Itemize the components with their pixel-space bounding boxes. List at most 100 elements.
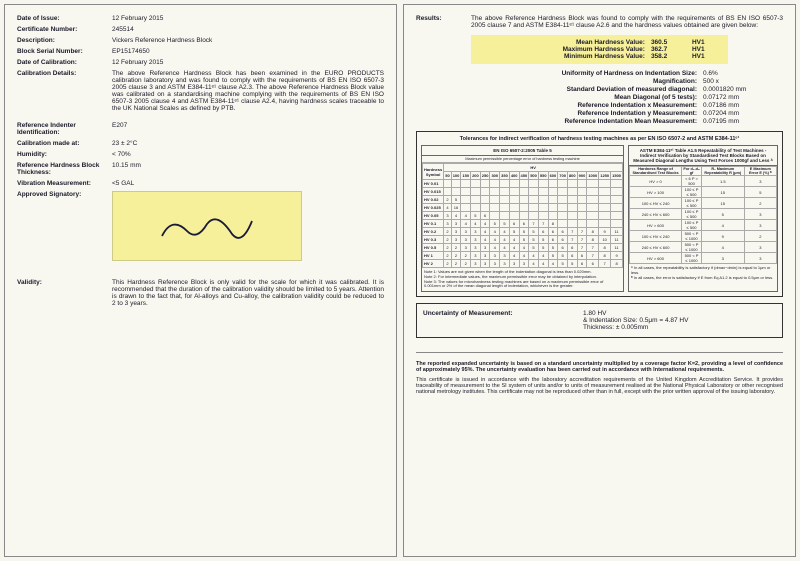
hardness-value: 360.5: [651, 39, 686, 46]
iso-table-title: EN ISO 6507-2:2005 Table 5: [422, 146, 623, 156]
table-row: HV 0.0225: [423, 196, 623, 204]
field-value: 12 February 2015: [112, 59, 384, 66]
uncertainty-box: Uncertainty of Measurement: 1.80 HV& Ind…: [416, 303, 783, 338]
field-value: < 70%: [112, 151, 384, 158]
field-value: 245514: [112, 26, 384, 33]
astm-table-footnote: ᴬ In all cases, the repeatability is sat…: [629, 264, 777, 282]
field-row: Block Serial Number:EP15174650: [17, 48, 384, 55]
table-row: HV > 600100 ≤ P ≤ 50043: [630, 220, 777, 231]
metric-row: Magnification: 500 x: [416, 78, 783, 85]
metric-value: 0.07204 mm: [703, 110, 783, 117]
table-row: HV 0.01: [423, 180, 623, 188]
field-label: Certificate Number:: [17, 26, 112, 33]
field-label: Date of Calibration:: [17, 59, 112, 66]
table-row: 240 ≤ HV ≤ 600100 ≤ P ≤ 50053: [630, 209, 777, 220]
table-row: HV 2222333333444556678: [423, 260, 623, 268]
field-label: Reference Hardness Block Thickness:: [17, 162, 112, 176]
field-row: Reference Indenter Identification:E207: [17, 122, 384, 136]
metric-value: 0.0001820 mm: [703, 86, 783, 93]
disclaimer-block: The reported expanded uncertainty is bas…: [416, 352, 783, 395]
table-row: HV 0.22333444555666778911: [423, 228, 623, 236]
metric-value: 500 x: [703, 78, 783, 85]
certificate-right-page: Results: The above Reference Hardness Bl…: [403, 4, 796, 557]
uncertainty-label: Uncertainty of Measurement:: [423, 310, 583, 331]
certificate-left-page: Date of Issue:12 February 2015Certificat…: [4, 4, 397, 557]
metric-value: 0.6%: [703, 70, 783, 77]
field-value: 12 February 2015: [112, 15, 384, 22]
uncertainty-line: & Indentation Size: 0.5μm = 4.87 HV: [583, 317, 688, 324]
signature-icon: [147, 206, 267, 246]
metric-name: Reference Indentation x Measurement:: [467, 102, 697, 109]
field-value: <5 GAL: [112, 180, 384, 187]
field-row: Date of Calibration:12 February 2015: [17, 59, 384, 66]
metric-row: Mean Diagonal (of 5 tests): 0.07172 mm: [416, 94, 783, 101]
table-row: 240 ≤ HV ≤ 600500 < P ≤ 100043: [630, 242, 777, 253]
uncertainty-values: 1.80 HV& Indentation Size: 0.5μm = 4.87 …: [583, 310, 688, 331]
table-row: HV > 0< 6 P > 5001.53: [630, 176, 777, 187]
hardness-unit: HV1: [692, 46, 722, 53]
field-value: Vickers Reference Hardness Block: [112, 37, 384, 44]
field-value: EP15174650: [112, 48, 384, 55]
calibration-label: Calibration Details:: [17, 70, 112, 112]
validity-text: This Hardness Reference Block is only va…: [112, 279, 384, 307]
calibration-details: Calibration Details: The above Reference…: [17, 70, 384, 112]
field-label: Humidity:: [17, 151, 112, 158]
table-row: HV 0.0534456: [423, 212, 623, 220]
iso-table-subtitle: Maximum permissible percentage error of …: [422, 156, 623, 163]
hardness-name: Maximum Hardness Value:: [485, 46, 645, 53]
hardness-row: Minimum Hardness Value:358.2HV1: [477, 53, 722, 60]
field-value: E207: [112, 122, 384, 136]
table-row: HV 0.015: [423, 188, 623, 196]
metric-value: 0.07195 mm: [703, 118, 783, 125]
hardness-row: Mean Hardness Value:360.5HV1: [477, 39, 722, 46]
field-row: Calibration made at:23 ± 2°C: [17, 140, 384, 147]
field-label: Description:: [17, 37, 112, 44]
field-label: Reference Indenter Identification:: [17, 122, 112, 136]
table-row: HV 0.1334445566778: [423, 220, 623, 228]
astm-table-column: ASTM E384-11ᵉ¹ Table A1.5 Repeatability …: [628, 145, 778, 292]
field-label: Date of Issue:: [17, 15, 112, 22]
metric-value: 0.07186 mm: [703, 102, 783, 109]
hardness-unit: HV1: [692, 39, 722, 46]
results-intro: Results: The above Reference Hardness Bl…: [416, 15, 783, 29]
metric-row: Standard Deviation of measured diagonal:…: [416, 86, 783, 93]
disclaimer-text: This certificate is issued in accordance…: [416, 377, 783, 395]
metric-row: Uniformity of Hardness on Indentation Si…: [416, 70, 783, 77]
calibration-text: The above Reference Hardness Block has b…: [112, 70, 384, 112]
table-row: 100 ≤ HV ≤ 240100 ≤ P ≤ 500152: [630, 198, 777, 209]
metric-row: Reference Indentation Mean Measurement:0…: [416, 118, 783, 125]
signature-box: [112, 191, 302, 261]
tolerances-box: Tolerances for indirect verification of …: [416, 131, 783, 297]
metric-name: Reference Indentation y Measurement:: [467, 110, 697, 117]
table-row: HV 0.323334444555667781011: [423, 236, 623, 244]
table-row: HV > 600500 < P ≤ 100033: [630, 253, 777, 264]
hardness-unit: HV1: [692, 53, 722, 60]
iso-table-notes: Note 1: Values are not given when the le…: [422, 268, 623, 291]
field-row: Humidity:< 70%: [17, 151, 384, 158]
field-value: 23 ± 2°C: [112, 140, 384, 147]
metric-value: 0.07172 mm: [703, 94, 783, 101]
uncertainty-line: Thickness: ± 0.005mm: [583, 324, 688, 331]
tolerances-title: Tolerances for indirect verification of …: [421, 136, 778, 142]
results-text: The above Reference Hardness Block was f…: [471, 15, 783, 29]
field-row: Certificate Number:245514: [17, 26, 384, 33]
field-row: Date of Issue:12 February 2015: [17, 15, 384, 22]
table-row: HV 0.025416: [423, 204, 623, 212]
metric-row: Reference Indentation y Measurement: 0.07…: [416, 110, 783, 117]
field-row: Vibration Measurement:<5 GAL: [17, 180, 384, 187]
astm-tolerance-table: Hardness Range of Standardised Test Bloc…: [629, 166, 777, 264]
field-row: Reference Hardness Block Thickness:10.15…: [17, 162, 384, 176]
metric-name: Mean Diagonal (of 5 tests):: [467, 94, 697, 101]
metric-name: Magnification:: [467, 78, 697, 85]
hardness-value: 358.2: [651, 53, 686, 60]
field-label: Vibration Measurement:: [17, 180, 112, 187]
table-row: HV 1222333344445566789: [423, 252, 623, 260]
table-row: HV > 100100 ≤ P ≤ 500155: [630, 187, 777, 198]
results-label: Results:: [416, 15, 471, 29]
uncertainty-line: 1.80 HV: [583, 310, 688, 317]
hardness-highlight-box: Mean Hardness Value:360.5HV1Maximum Hard…: [471, 35, 728, 64]
field-row: Description:Vickers Reference Hardness B…: [17, 37, 384, 44]
validity-label: Validity:: [17, 279, 112, 307]
metric-name: Uniformity of Hardness on Indentation Si…: [467, 70, 697, 77]
hardness-row: Maximum Hardness Value:362.7HV1: [477, 46, 722, 53]
